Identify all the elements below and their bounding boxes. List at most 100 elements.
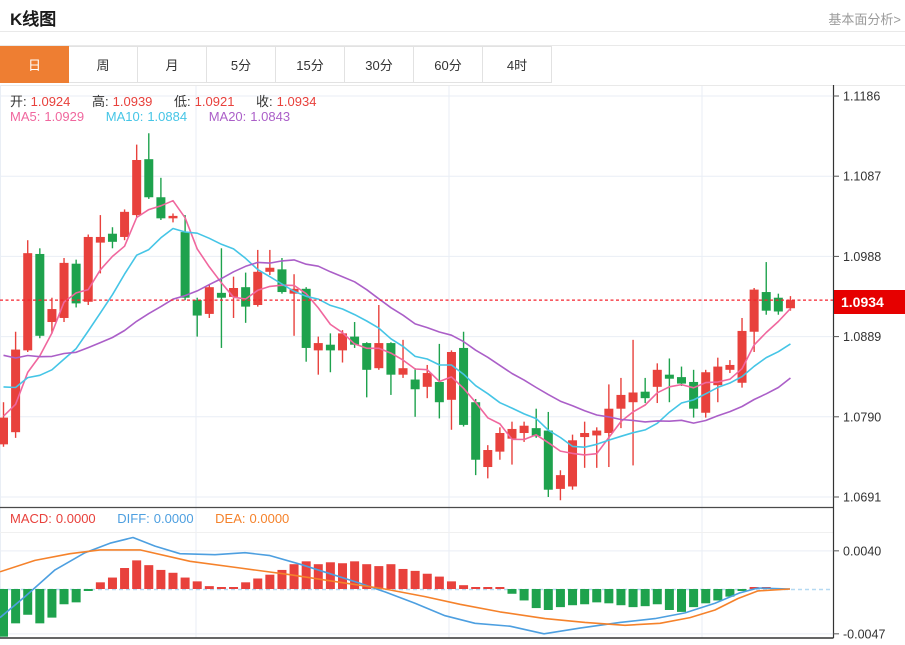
macd-axis-label: -0.0047 bbox=[843, 627, 885, 641]
macd-bar-negative bbox=[701, 589, 711, 604]
candle-down bbox=[459, 347, 469, 425]
macd-bar-negative bbox=[652, 589, 662, 605]
macd-bar-positive bbox=[277, 569, 287, 589]
ma5-value: 1.0929 bbox=[44, 109, 85, 124]
macd-bar-negative bbox=[604, 589, 614, 604]
high-label: 高: bbox=[92, 94, 109, 109]
candle-down bbox=[471, 402, 481, 460]
candle-up bbox=[652, 369, 662, 387]
candle-up bbox=[132, 159, 142, 216]
candle-down bbox=[71, 263, 81, 304]
price-axis-label: 1.0988 bbox=[843, 250, 881, 264]
price-axis-label: 1.0691 bbox=[843, 491, 881, 505]
macd-bar-positive bbox=[362, 564, 372, 589]
price-axis-label: 1.0889 bbox=[843, 330, 881, 344]
tab-4时[interactable]: 4时 bbox=[483, 46, 552, 83]
candle-up bbox=[374, 343, 384, 369]
macd-bar-negative bbox=[640, 589, 650, 607]
macd-bar-positive bbox=[398, 568, 408, 589]
candle-down bbox=[689, 381, 699, 409]
tab-60分[interactable]: 60分 bbox=[414, 46, 483, 83]
macd-bar-positive bbox=[265, 574, 275, 589]
candles-layer bbox=[0, 133, 795, 501]
fundamental-analysis-link[interactable]: 基本面分析> bbox=[828, 12, 901, 27]
tab-15分[interactable]: 15分 bbox=[276, 46, 345, 83]
candle-up bbox=[11, 349, 21, 433]
period-tabbar: 日周月 5分 15分 30分 60分 4时 bbox=[0, 46, 552, 83]
macd-bar-negative bbox=[11, 589, 21, 624]
macd-bar-negative bbox=[737, 589, 747, 591]
candle-up bbox=[785, 300, 795, 309]
candle-down bbox=[180, 232, 190, 298]
ma20-line bbox=[3, 259, 791, 424]
candle-up bbox=[592, 430, 602, 436]
candle-up bbox=[422, 373, 432, 387]
close-value: 1.0934 bbox=[276, 94, 317, 109]
candle-up bbox=[398, 368, 408, 375]
candle-up bbox=[313, 343, 323, 351]
macd-bar-positive bbox=[216, 587, 226, 589]
candle-up bbox=[83, 236, 93, 302]
candle-up bbox=[555, 475, 565, 489]
candle-up bbox=[749, 289, 759, 332]
candle-down bbox=[156, 197, 166, 219]
tab-月[interactable]: 月 bbox=[138, 46, 207, 83]
low-value: 1.0921 bbox=[194, 94, 235, 109]
macd-bar-negative bbox=[543, 589, 553, 610]
macd-bar-positive bbox=[192, 581, 202, 589]
price-axis-label: 1.0790 bbox=[843, 410, 881, 424]
candle-down bbox=[350, 336, 360, 345]
tab-30分[interactable]: 30分 bbox=[345, 46, 414, 83]
candle-up bbox=[701, 372, 711, 413]
macd-bar-positive bbox=[495, 587, 505, 589]
candle-up bbox=[713, 366, 723, 386]
macd-bar-positive bbox=[446, 581, 456, 589]
close-label: 收: bbox=[256, 94, 273, 109]
macd-bar-negative bbox=[47, 589, 57, 618]
ma10-line bbox=[3, 227, 791, 449]
candle-down bbox=[301, 288, 311, 348]
candle-up bbox=[120, 211, 130, 237]
macd-bar-positive bbox=[204, 586, 214, 589]
ma-readout: MA5: 1.0929 MA10: 1.0884 MA20: 1.0843 bbox=[10, 109, 294, 124]
diff-label: DIFF: bbox=[117, 511, 150, 526]
macd-bar-positive bbox=[313, 564, 323, 589]
tab-5分[interactable]: 5分 bbox=[207, 46, 276, 83]
macd-bar-negative bbox=[555, 589, 565, 608]
macd-histogram-layer bbox=[0, 560, 771, 637]
candle-up bbox=[580, 433, 590, 438]
candle-down bbox=[325, 344, 335, 351]
macd-bar-negative bbox=[725, 589, 735, 597]
macd-bar-negative bbox=[713, 589, 723, 601]
candle-up bbox=[507, 428, 517, 439]
macd-bar-positive bbox=[471, 587, 481, 589]
price-axis-label: 1.1186 bbox=[843, 90, 880, 104]
candle-up bbox=[47, 309, 57, 323]
candle-down bbox=[35, 253, 45, 336]
candle-down bbox=[107, 233, 117, 242]
candle-up bbox=[59, 262, 69, 318]
tab-日[interactable]: 日 bbox=[0, 46, 69, 83]
candle-up bbox=[23, 253, 33, 351]
macd-axis-label: 0.0040 bbox=[843, 544, 881, 558]
ohlc-readout: 开: 1.0924 高: 1.0939 低: 1.0921 收: 1.0934 bbox=[10, 91, 320, 110]
macd-label: MACD: bbox=[10, 511, 52, 526]
macd-bar-positive bbox=[374, 566, 384, 589]
candle-down bbox=[386, 343, 396, 375]
macd-bar-positive bbox=[229, 587, 239, 589]
candle-up bbox=[616, 394, 626, 409]
macd-bar-negative bbox=[531, 589, 541, 609]
candle-up bbox=[604, 408, 614, 434]
macd-bar-positive bbox=[325, 562, 335, 589]
ma20-label: MA20: bbox=[208, 109, 247, 124]
page-title: K线图 bbox=[10, 10, 57, 29]
tab-周[interactable]: 周 bbox=[69, 46, 138, 83]
high-value: 1.0939 bbox=[112, 94, 153, 109]
candle-up bbox=[495, 433, 505, 452]
macd-bar-positive bbox=[749, 587, 759, 589]
macd-bar-positive bbox=[386, 564, 396, 589]
candle-up bbox=[725, 364, 735, 370]
candle-down bbox=[241, 287, 251, 307]
candle-up bbox=[519, 425, 529, 434]
